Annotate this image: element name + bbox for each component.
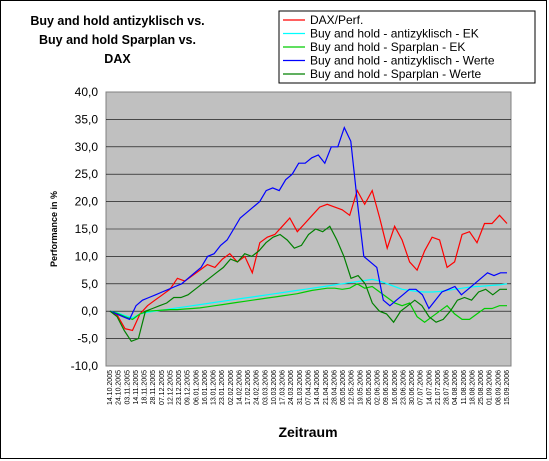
x-tick-label: 05.05.2006 — [340, 370, 347, 405]
x-tick-label: 23.01.2006 — [219, 370, 226, 405]
x-tick-label: 02.02.2006 — [228, 370, 235, 405]
series-line-3 — [109, 283, 507, 323]
x-tick-label: 14.02.2006 — [236, 370, 243, 405]
y-tick-label: 30,0 — [75, 140, 99, 154]
x-tick-label: 03.11.2005 — [124, 370, 131, 405]
x-tick-label: 18.08.2006 — [469, 370, 476, 405]
x-tick-label: 16.06.2006 — [392, 370, 399, 405]
x-tick-label: 24.03.2006 — [288, 370, 295, 405]
x-axis-ticks: 14.10.2005 24.10.2005 03.11.2005 14.11.2005… — [107, 370, 511, 405]
y-tick-label: 40,0 — [75, 85, 99, 99]
y-tick-label: 10,0 — [75, 249, 99, 263]
x-tick-label: 17.02.2006 — [245, 370, 252, 405]
x-tick-label: 31.03.2006 — [297, 370, 304, 405]
series-line-2 — [109, 278, 508, 319]
x-tick-label: 30.06.2006 — [409, 370, 416, 405]
y-tick-label: 35,0 — [75, 112, 99, 126]
x-tick-label: 13.01.2006 — [211, 370, 218, 405]
x-tick-label: 04.08.2006 — [452, 370, 459, 405]
x-tick-label: 14.07.2006 — [426, 370, 433, 405]
x-tick-label: 12.12.2005 — [167, 370, 174, 405]
x-tick-label: 15.09.2006 — [504, 370, 511, 405]
x-tick-label: 06.01.2006 — [193, 370, 200, 405]
legend-entry: Buy and hold - antizyklisch - Werte — [310, 54, 495, 68]
x-tick-label: 12.05.2006 — [349, 370, 356, 405]
x-tick-label: 07.07.2006 — [418, 370, 425, 405]
x-tick-label: 09.12.2005 — [185, 370, 192, 405]
x-tick-label: 24.10.2005 — [116, 370, 123, 405]
x-tick-label: 08.09.2006 — [495, 370, 502, 405]
y-tick-label: 15,0 — [75, 222, 99, 236]
legend: DAX/Perf.Buy and hold - antizyklisch - E… — [278, 10, 536, 84]
x-tick-label: 10.03.2006 — [271, 370, 278, 405]
chart-title-line-2: Buy and hold Sparplan vs. — [39, 33, 196, 47]
y-axis-title: Performance in % — [49, 191, 59, 267]
x-tick-label: 28.11.2005 — [150, 370, 157, 405]
series-line-5 — [109, 225, 507, 343]
x-tick-label: 21.04.2006 — [323, 370, 330, 405]
x-tick-label: 14.11.2005 — [133, 370, 140, 405]
x-tick-label: 19.05.2006 — [357, 370, 364, 405]
x-axis-title: Zeitraum — [278, 424, 337, 440]
y-tick-label: 20,0 — [75, 195, 99, 209]
x-tick-label: 26.05.2006 — [366, 370, 373, 405]
legend-entry: Buy and hold - Sparplan - EK — [310, 40, 465, 54]
y-tick-label: 0,0 — [81, 304, 98, 318]
x-tick-label: 03.03.2006 — [262, 370, 269, 405]
x-tick-label: 11.08.2006 — [461, 370, 468, 405]
x-tick-label: 18.11.2005 — [142, 370, 149, 405]
chart-title: Buy and hold antizyklisch vs. Buy and ho… — [5, 12, 230, 69]
series-line-1 — [109, 189, 508, 332]
x-tick-label: 14.04.2006 — [314, 370, 321, 405]
y-tick-label: 25,0 — [75, 167, 99, 181]
series-line-4 — [109, 126, 507, 321]
x-tick-label: 23.12.2005 — [176, 370, 183, 405]
series-lines — [109, 126, 508, 343]
x-tick-label: 25.08.2006 — [478, 370, 485, 405]
legend-entry: Buy and hold - antizyklisch - EK — [310, 27, 479, 41]
x-tick-label: 09.06.2006 — [383, 370, 390, 405]
chart-title-line-3: DAX — [104, 52, 131, 66]
legend-box — [278, 10, 536, 84]
x-tick-label: 01.09.2006 — [487, 370, 494, 405]
y-axis-ticks: 40,0 35,0 30,0 25,0 20,0 15,0 10,0 5,0 0,0 -5,0 -1… — [71, 85, 99, 373]
y-tick-label: -10,0 — [71, 359, 99, 373]
gridlines — [106, 119, 511, 339]
x-tick-label: 07.04.2006 — [306, 370, 313, 405]
x-tick-label: 17.03.2006 — [280, 370, 287, 405]
y-tick-label: 5,0 — [81, 277, 98, 291]
x-tick-label: 02.06.2006 — [375, 370, 382, 405]
y-tick-label: -5,0 — [77, 332, 98, 346]
x-tick-label: 14.10.2005 — [107, 370, 114, 405]
x-tick-label: 28.07.2006 — [444, 370, 451, 405]
x-tick-label: 21.07.2006 — [435, 370, 442, 405]
x-tick-label: 23.06.2006 — [400, 370, 407, 405]
x-tick-label: 16.01.2006 — [202, 370, 209, 405]
x-tick-label: 28.04.2006 — [331, 370, 338, 405]
x-tick-label: 07.12.2005 — [159, 370, 166, 405]
legend-entry: DAX/Perf. — [310, 13, 363, 27]
x-tick-label: 24.02.2006 — [254, 370, 261, 405]
chart-title-line-1: Buy and hold antizyklisch vs. — [30, 14, 205, 28]
legend-entry: Buy and hold - Sparplan - Werte — [310, 67, 482, 81]
